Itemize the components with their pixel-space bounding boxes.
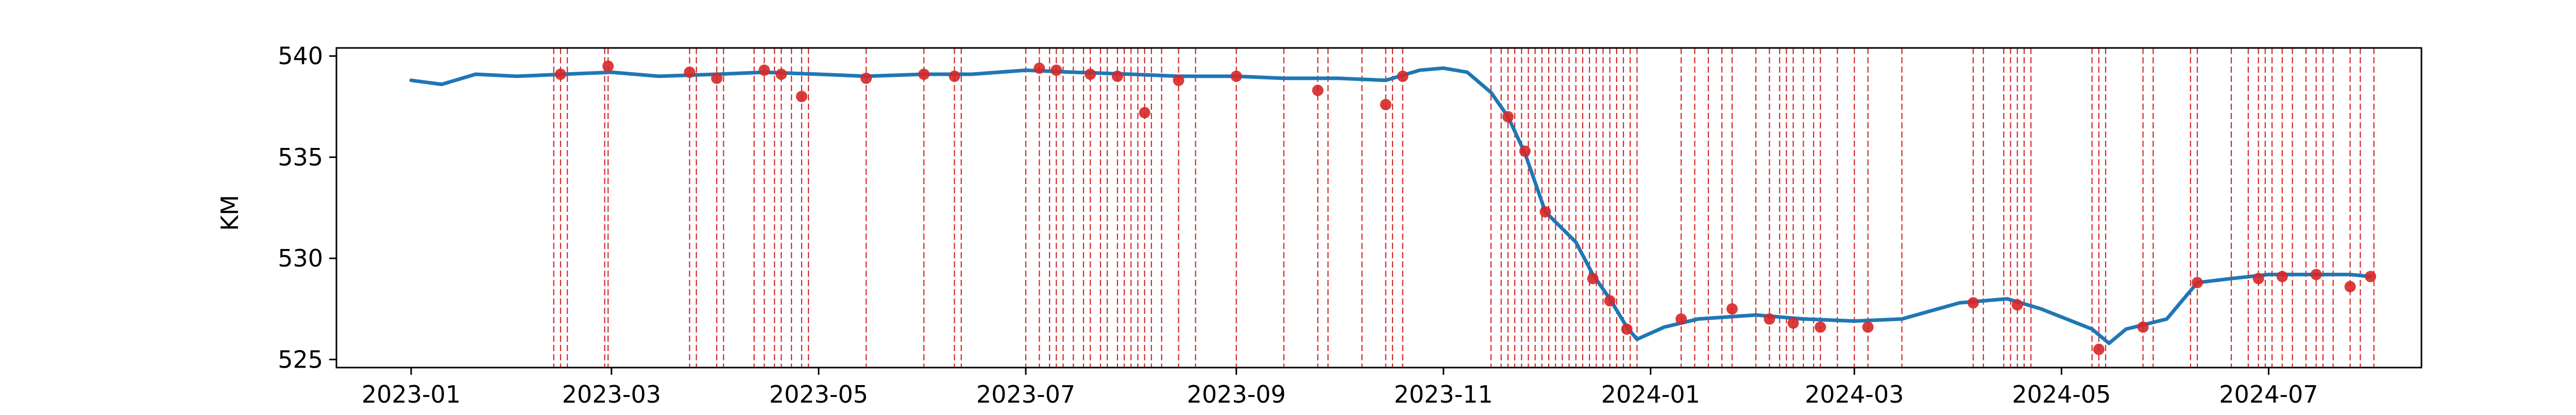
anomaly-point [1380,98,1392,110]
anomaly-point [602,60,614,72]
series-layer [409,66,2372,345]
anomaly-point [1604,295,1616,307]
anomaly-point [918,69,930,80]
anomaly-point [1111,70,1123,82]
anomaly-point [2310,269,2322,280]
y-axis-label: KM [216,195,244,231]
anomaly-point [1312,85,1324,96]
x-tick-label: 2024-03 [1805,380,1904,408]
y-tick-label: 535 [278,143,323,171]
anomaly-point [1139,107,1150,119]
x-tick-label: 2024-07 [2219,380,2318,408]
anomaly-point [1230,70,1242,82]
x-tick-label: 2023-09 [1187,380,1286,408]
anomaly-markers-layer [555,60,2377,355]
x-tick-label: 2023-03 [562,380,661,408]
series-line-level [409,66,2372,345]
anomaly-point [2191,277,2203,289]
anomaly-point [1539,206,1551,218]
x-tick-label: 2024-05 [2012,380,2111,408]
anomaly-point [711,72,723,84]
anomaly-point [1173,74,1184,86]
anomaly-point [860,72,872,84]
anomaly-point [2011,299,2023,311]
anomaly-point [2252,273,2264,285]
anomaly-point [1967,297,1979,309]
anomaly-point [1397,70,1409,82]
anomaly-point [1862,321,1874,333]
anomaly-point [1815,321,1826,333]
anomaly-point [684,67,696,78]
anomaly-point [775,69,787,80]
anomaly-point [2276,271,2288,283]
y-tick-label: 540 [278,42,323,70]
anomaly-point [2137,321,2149,333]
x-tick-label: 2023-11 [1394,380,1493,408]
anomaly-point [1764,313,1775,325]
anomaly-point [1502,111,1514,123]
anomaly-point [1621,323,1633,335]
anomaly-point [2344,281,2356,293]
anomaly-point [948,70,960,82]
anomaly-point [1033,62,1045,74]
event-markers-layer [553,48,2375,368]
anomaly-point [2093,343,2105,355]
x-tick-label: 2024-01 [1601,380,1700,408]
anomaly-point [1519,145,1531,157]
y-tick-label: 530 [278,244,323,272]
anomaly-point [1675,313,1687,325]
anomaly-point [555,69,567,80]
plot-frame [335,47,2422,369]
axes-layer: 2023-01 2023-03 2023-05 2023-07 2023-09 2023-… [278,42,2422,408]
anomaly-point [1587,273,1599,285]
anomaly-point [795,91,807,103]
y-tick-label: 525 [278,345,323,373]
x-tick-label: 2023-01 [362,380,461,408]
anomaly-point [758,64,770,76]
anomaly-point [2365,271,2377,283]
x-tick-label: 2023-07 [976,380,1075,408]
anomaly-point [1787,317,1799,329]
anomaly-point [1050,64,1062,76]
anomaly-point [1084,69,1096,80]
x-tick-label: 2023-05 [769,380,868,408]
anomaly-point [1726,303,1738,315]
